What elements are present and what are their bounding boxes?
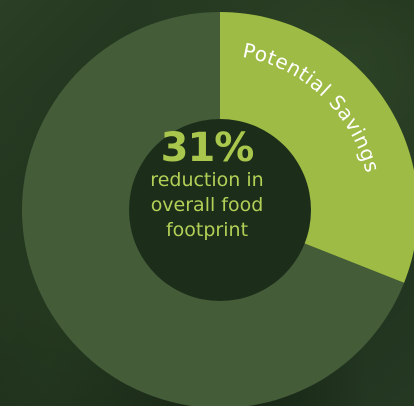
center-description: reduction in overall food footprint [117, 168, 297, 243]
center-description-line-3: footprint [165, 219, 249, 241]
center-description-line-2: overall food [150, 194, 264, 216]
center-summary: 31% reduction in overall food footprint [117, 128, 297, 243]
center-percentage: 31% [160, 125, 255, 171]
center-description-line-1: reduction in [150, 169, 264, 191]
donut-hole [129, 119, 311, 301]
